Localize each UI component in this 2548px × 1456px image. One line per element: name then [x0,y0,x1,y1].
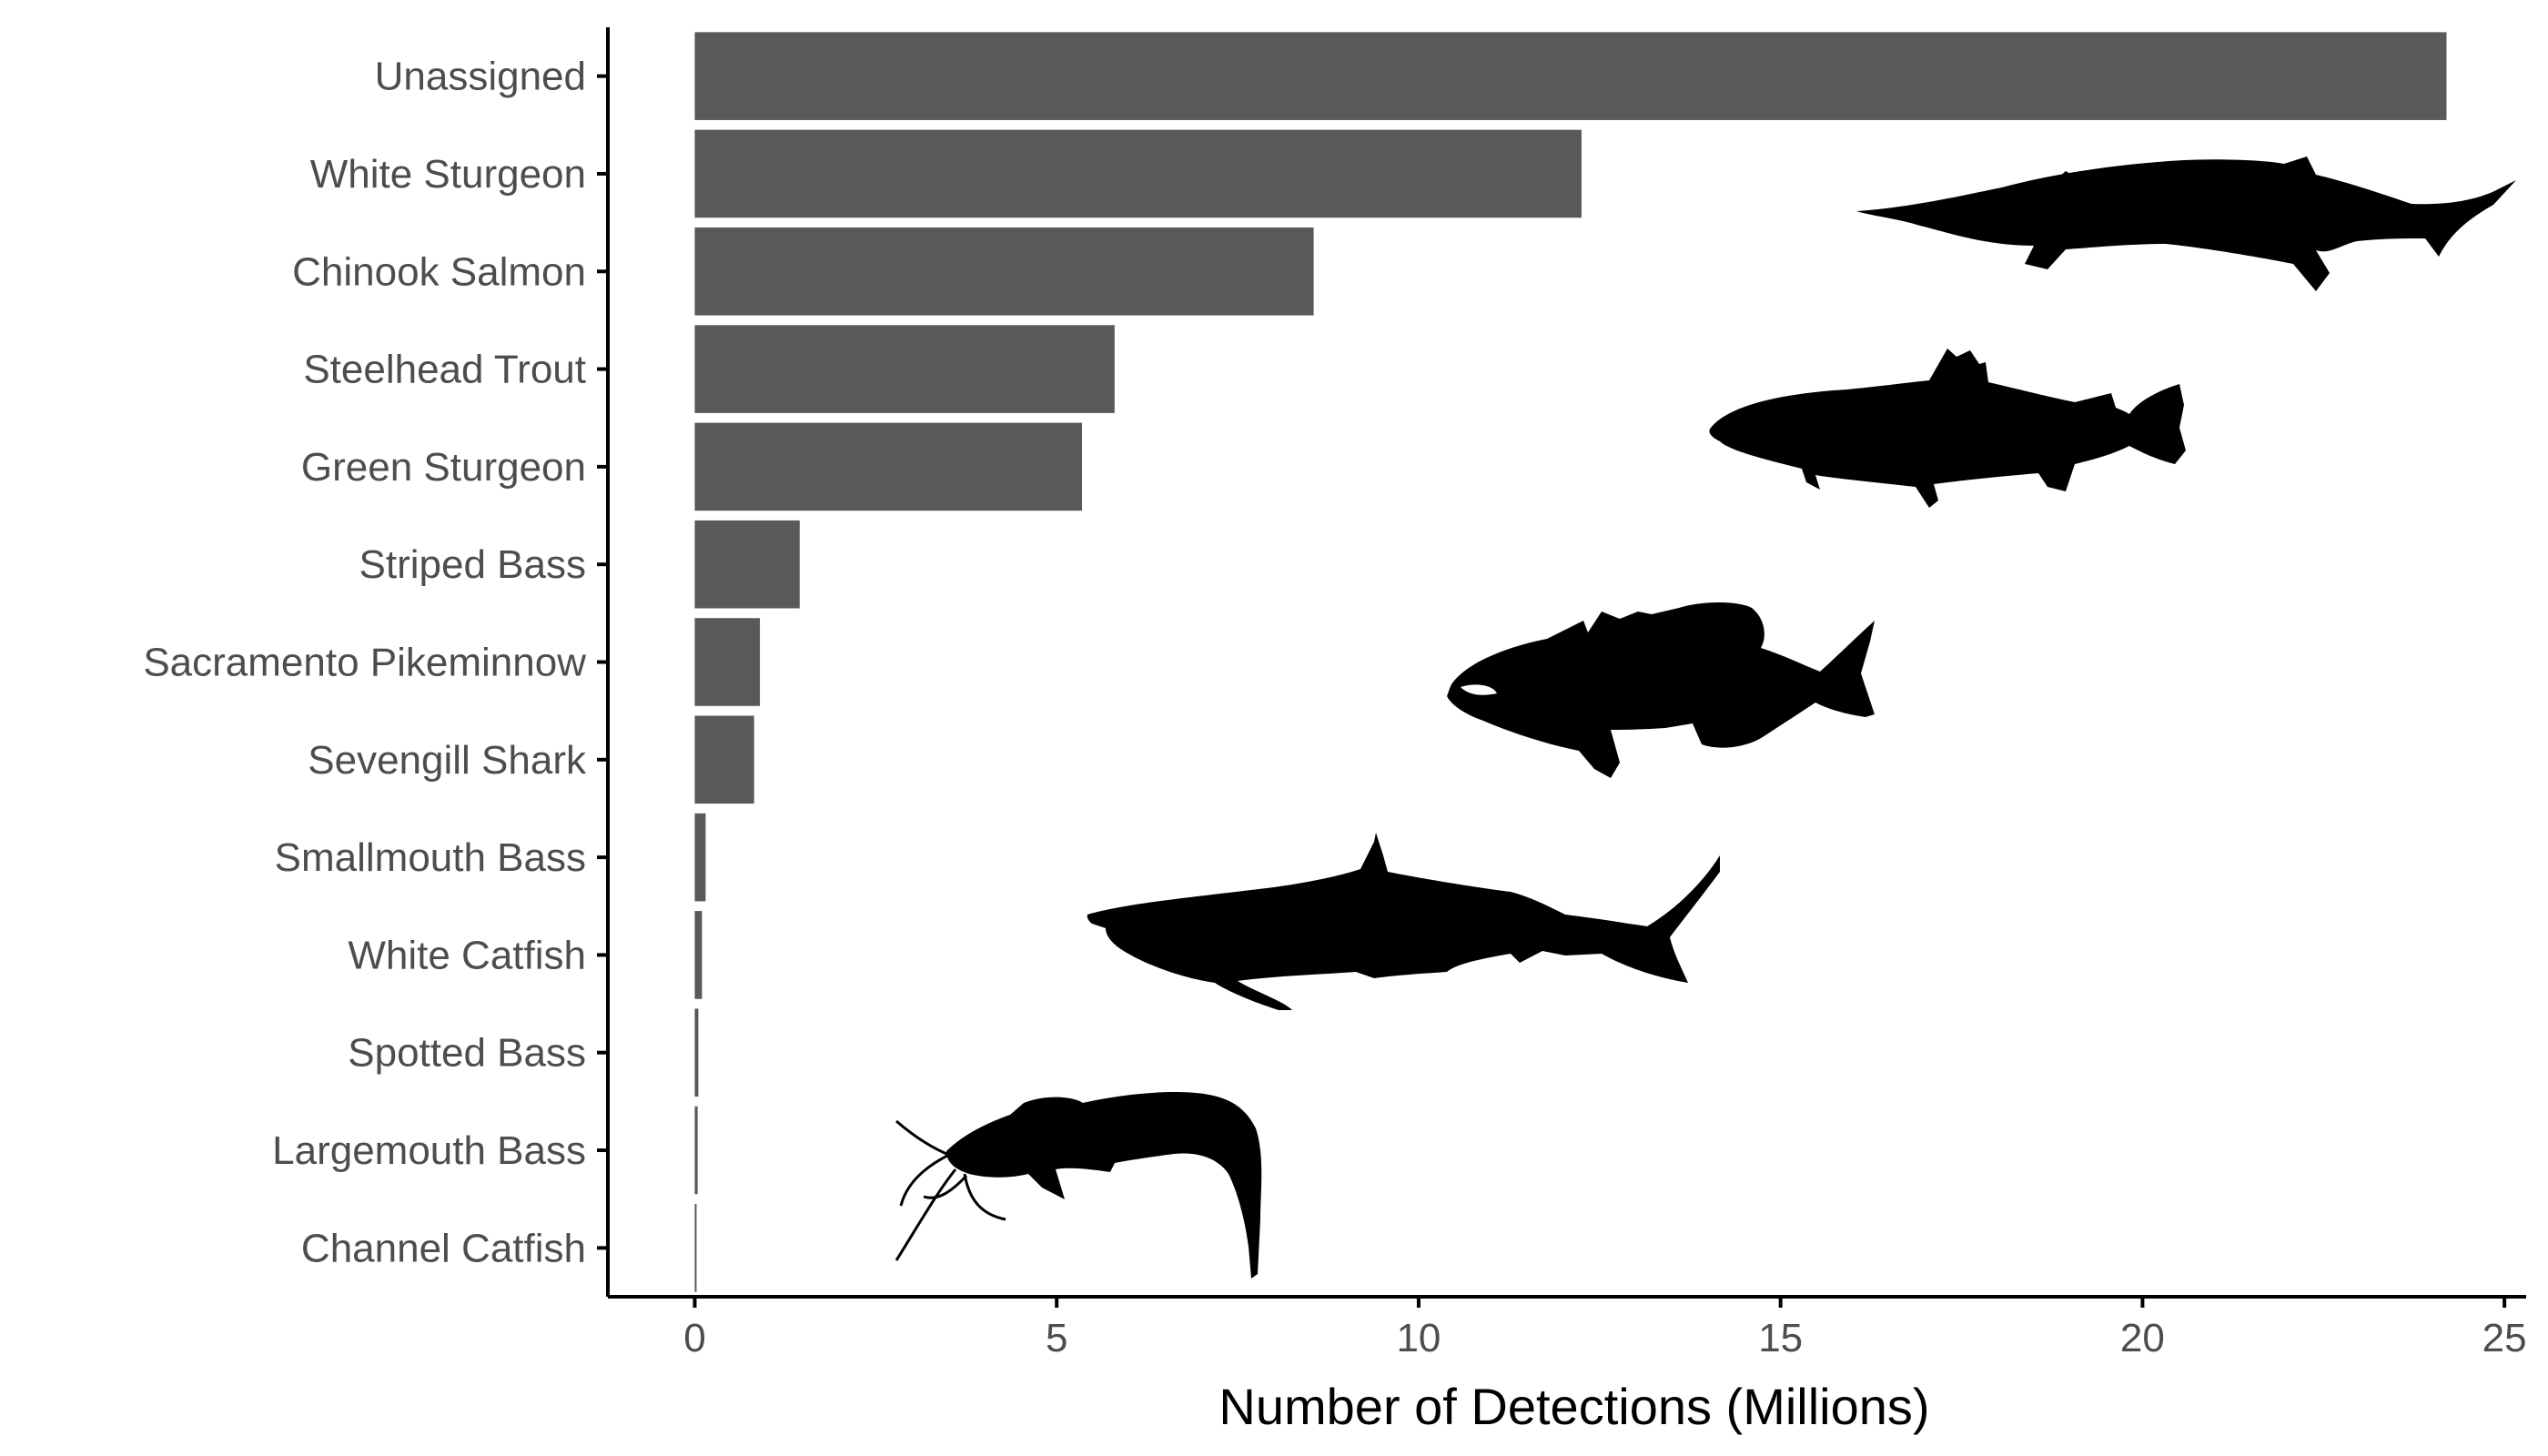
y-tick-label: Chinook Salmon [292,249,586,294]
bar-green-sturgeon [694,422,1083,511]
trout-silhouette [1709,349,2186,508]
x-tick-label: 5 [1046,1316,1067,1360]
x-tick-label: 15 [1758,1316,1803,1360]
y-tick-label: Unassigned [375,55,586,99]
y-tick-label: Sevengill Shark [308,738,587,783]
bar-channel-catfish [694,1204,697,1292]
bar-white-catfish [694,911,703,999]
bar-white-sturgeon [694,129,1582,218]
y-tick-label: Smallmouth Bass [275,835,586,880]
bar-striped-bass [694,520,800,609]
bar-steelhead-trout [694,325,1115,413]
y-tick-label: Spotted Bass [348,1031,586,1076]
bars-group [694,32,2447,1292]
bass-silhouette [1447,602,1875,778]
y-tick-label: Steelhead Trout [303,348,586,392]
x-axis-title: Number of Detections (Millions) [1218,1378,1929,1435]
y-tick-label: Green Sturgeon [301,445,586,490]
catfish-silhouette [895,1092,1262,1279]
sturgeon-silhouette [1856,157,2516,291]
y-tick-label: Sacramento Pikeminnow [143,641,586,685]
x-tick-label: 0 [683,1316,705,1360]
bar-smallmouth-bass [694,813,706,902]
bar-sevengill-shark [694,715,754,804]
bar-sacramento-pikeminnow [694,618,761,706]
y-tick-label: White Catfish [348,933,586,977]
y-tick-label: White Sturgeon [310,152,586,197]
bar-unassigned [694,32,2447,120]
x-tick-label: 20 [2120,1316,2165,1360]
y-axis-ticks: Unassigned White Sturgeon Chinook Salmon St… [143,55,608,1270]
x-axis-ticks: 0 5 10 15 20 25 [683,1297,2527,1360]
y-tick-label: Largemouth Bass [272,1128,586,1173]
shark-silhouette [1087,833,1720,1010]
bar-chinook-salmon [694,227,1314,316]
x-tick-label: 25 [2482,1316,2527,1360]
x-tick-label: 10 [1396,1316,1441,1360]
bar-spotted-bass [694,1008,699,1097]
y-tick-label: Channel Catfish [301,1226,586,1270]
bar-largemouth-bass [694,1106,698,1195]
y-tick-label: Striped Bass [359,542,586,587]
